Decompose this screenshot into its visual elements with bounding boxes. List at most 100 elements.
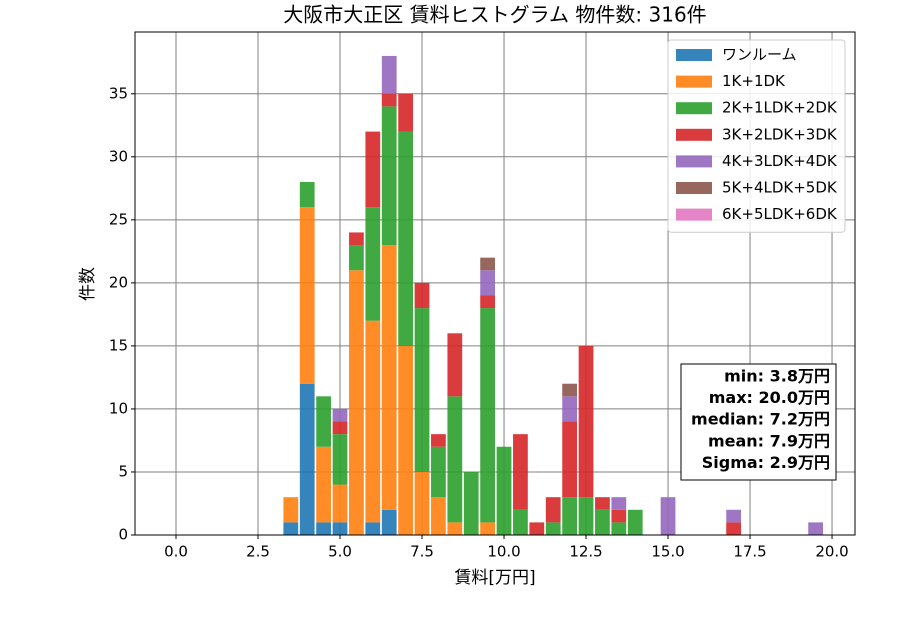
bar [365,131,381,208]
bar [578,345,594,498]
bar [513,509,528,535]
bar [349,270,364,535]
legend-label: 5K+4LDK+5DK [722,179,838,197]
stats-box [680,363,837,481]
legend-swatch [676,128,712,141]
x-tick-label: 0.0 [164,543,188,561]
bar [513,434,528,510]
bar [332,408,348,422]
bar [332,484,348,523]
plot-frame [134,31,856,536]
bar [562,396,578,422]
x-tick-label: 10.0 [487,543,520,561]
legend-swatch [676,49,712,61]
legend-label: 1K+1DK [722,72,786,90]
legend-swatch [676,208,712,221]
y-tick-label: 0 [118,526,128,544]
bar [316,396,331,447]
bar [316,522,331,535]
bar [349,232,364,246]
bar [398,131,413,346]
bar [365,522,381,535]
bar [545,497,561,523]
y-tick-label: 5 [118,462,128,480]
bar [529,522,545,535]
x-tick-label: 12.5 [569,543,602,561]
bar [480,257,495,271]
legend-swatch [676,102,712,115]
bar [398,93,413,132]
legend-label: 2K+1LDK+2DK [722,99,838,117]
bar [316,446,331,523]
x-tick-label: 2.5 [246,543,270,561]
y-tick-label: 25 [109,210,128,228]
bar [381,93,397,107]
legend-label: 4K+3LDK+4DK [722,152,838,170]
bar [808,522,824,535]
bar [447,522,463,535]
y-tick-label: 20 [109,273,128,291]
bar [545,522,561,535]
bar [414,308,430,472]
bar [431,446,446,498]
legend-box [667,39,846,233]
stats-text: median: 7.2万円 [691,410,830,429]
bar [447,333,463,397]
x-tick-label: 17.5 [733,543,766,561]
bar [660,497,676,535]
bar [431,497,446,535]
legend-swatch [676,155,712,168]
legend-label: 6K+5LDK+6DK [722,205,838,223]
stats-text: min: 3.8万円 [724,367,830,386]
stats-text: max: 20.0万円 [709,388,830,407]
legend-label: ワンルーム [722,46,797,64]
y-tick-label: 30 [109,147,128,165]
x-tick-label: 15.0 [651,543,684,561]
bar [332,421,348,435]
bar [726,509,742,523]
legend-swatch [676,75,712,88]
bar [365,320,381,523]
bar [414,282,430,309]
bar [332,522,348,535]
bar [480,270,495,296]
y-axis-label: 件数 [78,267,98,301]
bar [414,471,430,535]
bar [381,106,397,246]
stats-text: Sigma: 2.9万円 [702,453,830,472]
bar [332,434,348,485]
bar [480,522,495,535]
stats-text: mean: 7.9万円 [708,431,830,450]
legend-label: 3K+2LDK+3DK [722,125,838,143]
bar [627,509,643,535]
bar [283,522,299,535]
bar [365,207,381,321]
bar [480,308,495,523]
bar [496,446,512,535]
y-tick-label: 10 [109,399,128,417]
bar [595,497,610,510]
bar [562,383,578,397]
bar [480,295,495,309]
bar [562,421,578,498]
x-tick-label: 20.0 [815,543,848,561]
bar [381,245,397,510]
bar [595,509,610,535]
x-tick-label: 7.5 [410,543,434,561]
bar [562,497,578,535]
bar [299,182,315,208]
bar [447,396,463,523]
bar [381,509,397,535]
bar [578,497,594,535]
bar [611,522,627,535]
chart-title: 大阪市大正区 賃料ヒストグラム 物件数: 316件 [283,3,706,27]
bar [611,497,627,510]
bar [611,509,627,523]
y-tick-label: 15 [109,336,128,354]
bar [299,207,315,384]
bar [283,497,299,523]
bar [299,383,315,535]
bar [349,245,364,271]
bar [463,471,479,535]
